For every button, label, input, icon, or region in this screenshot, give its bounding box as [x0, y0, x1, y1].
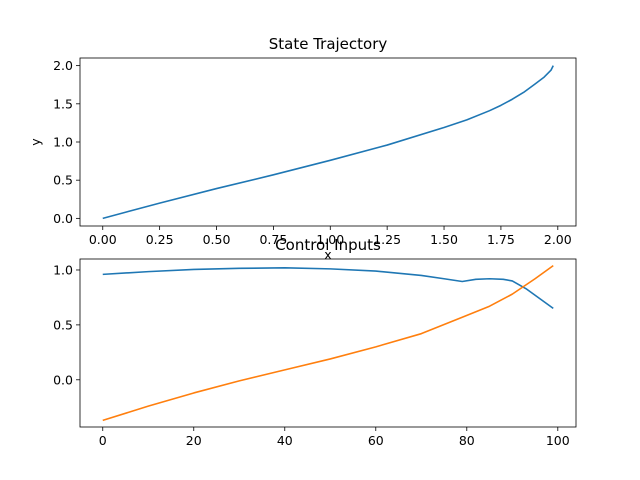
- x-tick-label: 1.75: [487, 232, 515, 247]
- x-tick-label: 1.50: [430, 232, 458, 247]
- control-inputs-chart: 0 20 40 60 80 100 0.0 0.5 1.0 Control Inputs: [53, 236, 577, 448]
- y-axis-label: y: [28, 138, 43, 146]
- y-tick-label: 0.5: [53, 173, 73, 188]
- x-tick-label: 80: [459, 433, 475, 448]
- x-tick-label: 1.25: [373, 232, 401, 247]
- x-tick-label: 0.00: [89, 232, 117, 247]
- x-tick-label: 0.75: [259, 232, 287, 247]
- y-tick-label: 1.5: [53, 96, 73, 111]
- axes-frame: [79, 57, 577, 227]
- axes-frame: [79, 258, 577, 428]
- x-axis-label: x: [324, 247, 331, 262]
- y-tick-label: 2.0: [53, 58, 73, 73]
- y-tick-label: 0.0: [53, 211, 73, 226]
- x-tick-label: 100: [546, 433, 570, 448]
- x-tick-label: 1.00: [316, 232, 344, 247]
- x-tick-label: 2.00: [544, 232, 572, 247]
- y-tick-label: 0.5: [53, 317, 73, 332]
- y-tick-label: 1.0: [53, 262, 73, 277]
- state-trajectory-chart: 0.00 0.25 0.50 0.75 1.00 1.25 1.50 1.75 2.00 0.0 0…: [28, 35, 577, 262]
- series-line-1-1: [102, 264, 554, 422]
- x-tick-label: 40: [277, 433, 293, 448]
- x-tick-label: 0: [99, 433, 107, 448]
- series-line-0-0: [102, 65, 554, 220]
- chart-title: State Trajectory: [269, 35, 388, 53]
- series-line-1-0: [102, 266, 554, 310]
- x-tick-label: 20: [186, 433, 202, 448]
- x-tick-label: 60: [368, 433, 384, 448]
- x-tick-label: 0.25: [146, 232, 174, 247]
- y-tick-label: 1.0: [53, 135, 73, 150]
- x-tick-label: 0.50: [203, 232, 231, 247]
- y-tick-label: 0.0: [53, 372, 73, 387]
- chart-title: Control Inputs: [275, 236, 381, 254]
